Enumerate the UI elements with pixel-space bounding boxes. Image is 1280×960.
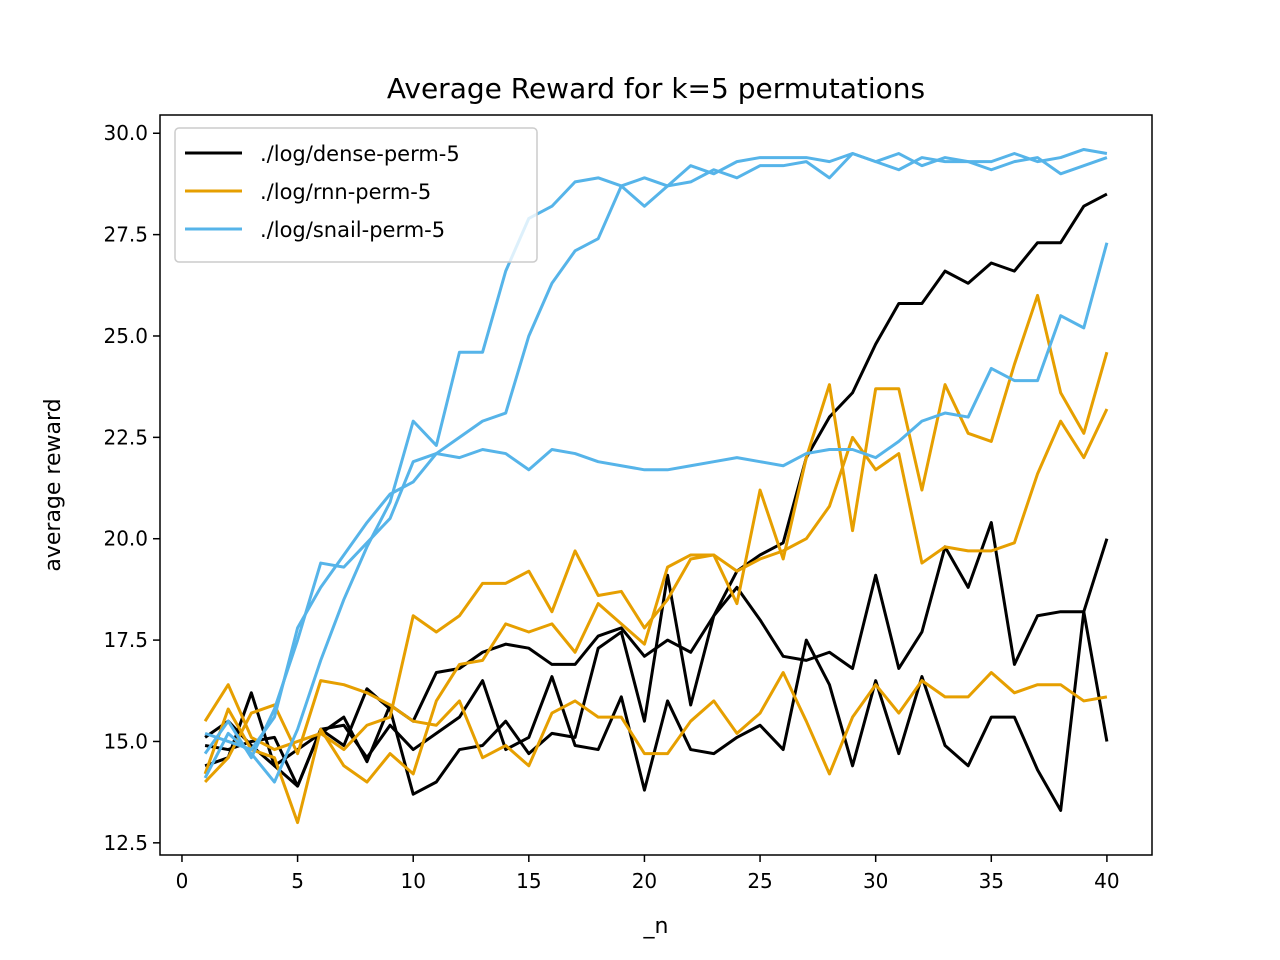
legend-label: ./log/dense-perm-5	[260, 142, 460, 166]
series-line-snail-8	[203, 242, 1109, 760]
series-line-snail-7	[203, 152, 1108, 784]
legend: ./log/dense-perm-5 ./log/rnn-perm-5 ./log/…	[174, 127, 538, 263]
y-tick-label: 15.0	[103, 729, 148, 753]
y-axis-label: average reward	[41, 398, 66, 571]
series-line-dense-3	[204, 538, 1109, 812]
x-tick-label: 30	[863, 869, 888, 893]
legend-label: ./log/rnn-perm-5	[260, 180, 431, 204]
y-tick-label: 17.5	[103, 628, 148, 652]
series-line-dense-2	[204, 521, 1109, 796]
plot-frame	[159, 114, 1153, 856]
y-tick-label: 25.0	[103, 324, 148, 348]
y-tick-label: 22.5	[103, 425, 148, 449]
y-tick-label: 12.5	[103, 831, 148, 855]
series-line-snail-9	[204, 147, 1108, 752]
series-line-rnn-5	[203, 408, 1109, 825]
chart-title: Average Reward for k=5 permutations	[387, 72, 925, 105]
x-tick-label: 35	[979, 869, 1004, 893]
series-line-rnn-6	[204, 671, 1108, 784]
series-lines	[203, 147, 1109, 825]
x-axis: 0 5 10 15 20 25 30 35 40	[176, 855, 1120, 893]
x-tick-label: 0	[176, 869, 189, 893]
x-tick-label: 20	[632, 869, 657, 893]
x-tick-label: 10	[400, 869, 425, 893]
x-tick-label: 5	[291, 869, 304, 893]
legend-label: ./log/snail-perm-5	[260, 218, 445, 242]
y-tick-label: 27.5	[103, 223, 148, 247]
y-axis: 12.5 15.0 17.5 20.0 22.5 25.0 27.5 30.0	[103, 121, 160, 855]
legend-box	[174, 127, 538, 263]
series-line-rnn-4	[203, 293, 1109, 752]
y-tick-label: 30.0	[103, 121, 148, 145]
y-tick-label: 20.0	[103, 527, 148, 551]
x-axis-label: _n	[643, 914, 669, 939]
x-tick-label: 15	[516, 869, 541, 893]
x-tick-label: 25	[747, 869, 772, 893]
x-tick-label: 40	[1094, 869, 1119, 893]
